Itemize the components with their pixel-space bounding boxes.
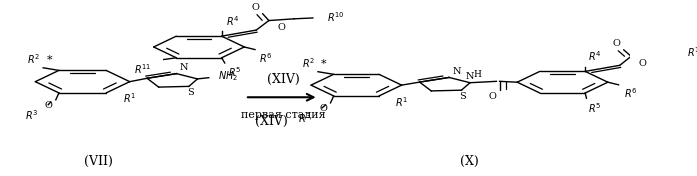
Text: O: O [45,101,53,110]
Text: H: H [474,70,482,79]
Text: S: S [187,88,194,97]
Text: *: * [321,59,327,69]
Text: $R^6$: $R^6$ [259,51,273,65]
Text: (X): (X) [460,155,479,168]
Text: первая стадия: первая стадия [241,110,325,120]
Text: N: N [452,67,461,76]
Text: (XIV): (XIV) [255,115,288,128]
Text: (VII): (VII) [84,155,113,168]
Text: $R^{10}$: $R^{10}$ [327,10,344,24]
Text: (XIV): (XIV) [267,73,300,86]
Text: O: O [319,104,328,113]
Text: $R^5$: $R^5$ [228,65,241,79]
Text: $NH_2$: $NH_2$ [218,70,238,83]
Text: N: N [180,63,188,72]
Text: O: O [613,39,620,48]
Text: O: O [277,23,285,32]
Text: $R^3$: $R^3$ [26,108,39,122]
Text: $R^4$: $R^4$ [588,50,602,63]
Text: $R^{11}$: $R^{11}$ [134,63,151,76]
Text: $R^1$: $R^1$ [123,92,136,105]
Text: S: S [459,92,466,101]
Text: $R^{10}$: $R^{10}$ [687,46,697,59]
Text: O: O [252,3,259,12]
Text: $R^1$: $R^1$ [395,95,408,109]
Text: N: N [466,72,474,81]
Text: $R^6$: $R^6$ [624,87,637,100]
Text: $R^4$: $R^4$ [226,14,240,28]
Text: O: O [489,92,496,101]
Text: $R^5$: $R^5$ [588,101,602,115]
Text: O: O [638,59,646,68]
Text: $R^2$: $R^2$ [27,52,40,66]
Text: *: * [46,55,52,65]
Text: $R^3$: $R^3$ [298,111,312,125]
Text: $R^2$: $R^2$ [302,56,315,70]
